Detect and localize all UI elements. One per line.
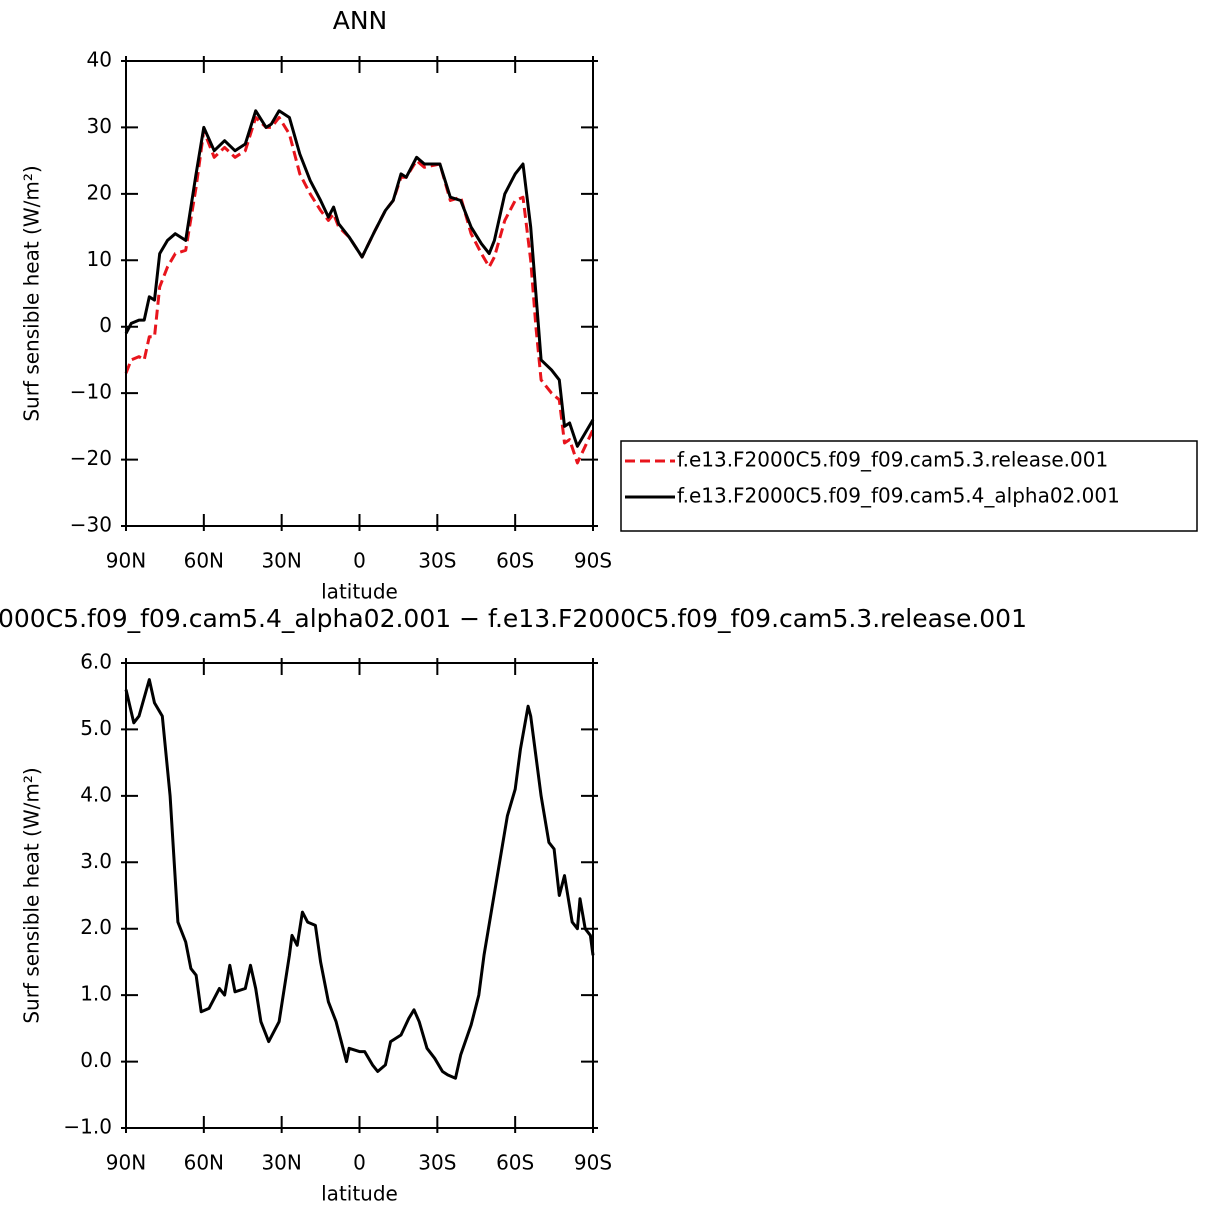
x-tick-label: 90N <box>106 1151 146 1175</box>
y-tick-label: 30 <box>87 114 112 138</box>
x-tick-label: 90N <box>106 549 146 573</box>
y-tick-label: 40 <box>87 48 112 72</box>
y-tick-label: 1.0 <box>80 982 112 1006</box>
y-tick-label: 6.0 <box>80 650 112 674</box>
x-tick-label: 0 <box>353 1151 366 1175</box>
legend-label: f.e13.F2000C5.f09_f09.cam5.4_alpha02.001 <box>677 484 1120 508</box>
y-tick-label: −20 <box>70 446 112 470</box>
x-tick-label: 30S <box>418 1151 456 1175</box>
y-tick-label: 4.0 <box>80 782 112 806</box>
y-tick-label: −30 <box>70 513 112 537</box>
x-tick-label: 60N <box>184 549 224 573</box>
x-tick-label: 90S <box>574 1151 612 1175</box>
data-line <box>124 109 595 448</box>
x-axis-label: latitude <box>321 1182 398 1206</box>
legend-label: f.e13.F2000C5.f09_f09.cam5.3.release.001 <box>677 448 1108 472</box>
y-tick-label: 5.0 <box>80 716 112 740</box>
y-axis-label: Surf sensible heat (W/m²) <box>20 767 44 1023</box>
x-tick-label: 30S <box>418 549 456 573</box>
x-tick-label: 0 <box>353 549 366 573</box>
x-tick-label: 90S <box>574 549 612 573</box>
y-tick-label: 3.0 <box>80 849 112 873</box>
chart-title: ANN <box>333 6 388 35</box>
x-tick-label: 60N <box>184 1151 224 1175</box>
x-axis-label: latitude <box>321 580 398 604</box>
plot-frame <box>125 60 594 527</box>
y-axis-label: Surf sensible heat (W/m²) <box>20 165 44 421</box>
data-line <box>124 678 595 1080</box>
x-tick-label: 60S <box>496 549 534 573</box>
y-tick-label: 2.0 <box>80 915 112 939</box>
y-tick-label: 10 <box>87 247 112 271</box>
y-tick-label: 20 <box>87 180 112 204</box>
y-tick-label: −10 <box>70 380 112 404</box>
x-tick-label: 30N <box>261 1151 301 1175</box>
y-tick-label: 0 <box>99 313 112 337</box>
legend-box <box>620 440 1198 532</box>
chart-title: f.e13.F2000C5.f09_f09.cam5.4_alpha02.001… <box>0 604 1027 633</box>
y-tick-label: 0.0 <box>80 1048 112 1072</box>
x-tick-label: 30N <box>261 549 301 573</box>
y-tick-label: −1.0 <box>63 1115 112 1139</box>
x-tick-label: 60S <box>496 1151 534 1175</box>
